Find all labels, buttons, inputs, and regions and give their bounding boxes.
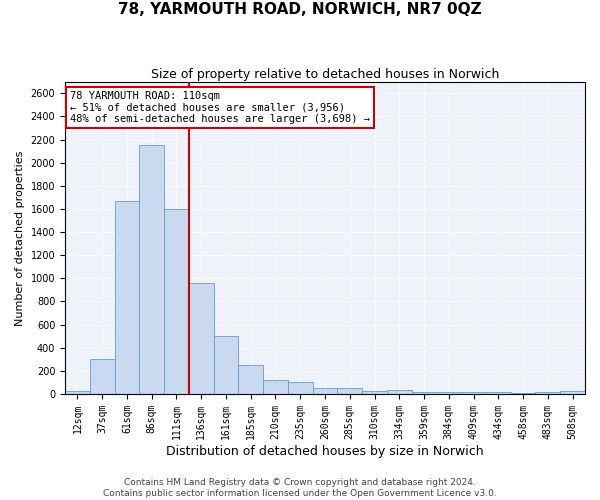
Bar	[337, 388, 362, 394]
Bar	[214, 336, 238, 394]
Bar	[90, 360, 115, 394]
Bar	[362, 390, 387, 394]
Bar	[535, 392, 560, 394]
Bar	[560, 391, 585, 394]
Bar	[412, 392, 436, 394]
Bar	[164, 209, 189, 394]
Text: Contains HM Land Registry data © Crown copyright and database right 2024.
Contai: Contains HM Land Registry data © Crown c…	[103, 478, 497, 498]
Bar	[139, 146, 164, 394]
Bar	[486, 392, 511, 394]
Title: Size of property relative to detached houses in Norwich: Size of property relative to detached ho…	[151, 68, 499, 80]
Bar	[387, 390, 412, 394]
Bar	[238, 365, 263, 394]
Bar	[436, 392, 461, 394]
Bar	[461, 392, 486, 394]
Text: 78 YARMOUTH ROAD: 110sqm
← 51% of detached houses are smaller (3,956)
48% of sem: 78 YARMOUTH ROAD: 110sqm ← 51% of detach…	[70, 91, 370, 124]
Text: 78, YARMOUTH ROAD, NORWICH, NR7 0QZ: 78, YARMOUTH ROAD, NORWICH, NR7 0QZ	[118, 2, 482, 18]
Bar	[115, 201, 139, 394]
Y-axis label: Number of detached properties: Number of detached properties	[15, 150, 25, 326]
Bar	[189, 283, 214, 394]
Bar	[288, 382, 313, 394]
Bar	[65, 391, 90, 394]
Bar	[263, 380, 288, 394]
X-axis label: Distribution of detached houses by size in Norwich: Distribution of detached houses by size …	[166, 444, 484, 458]
Bar	[313, 388, 337, 394]
